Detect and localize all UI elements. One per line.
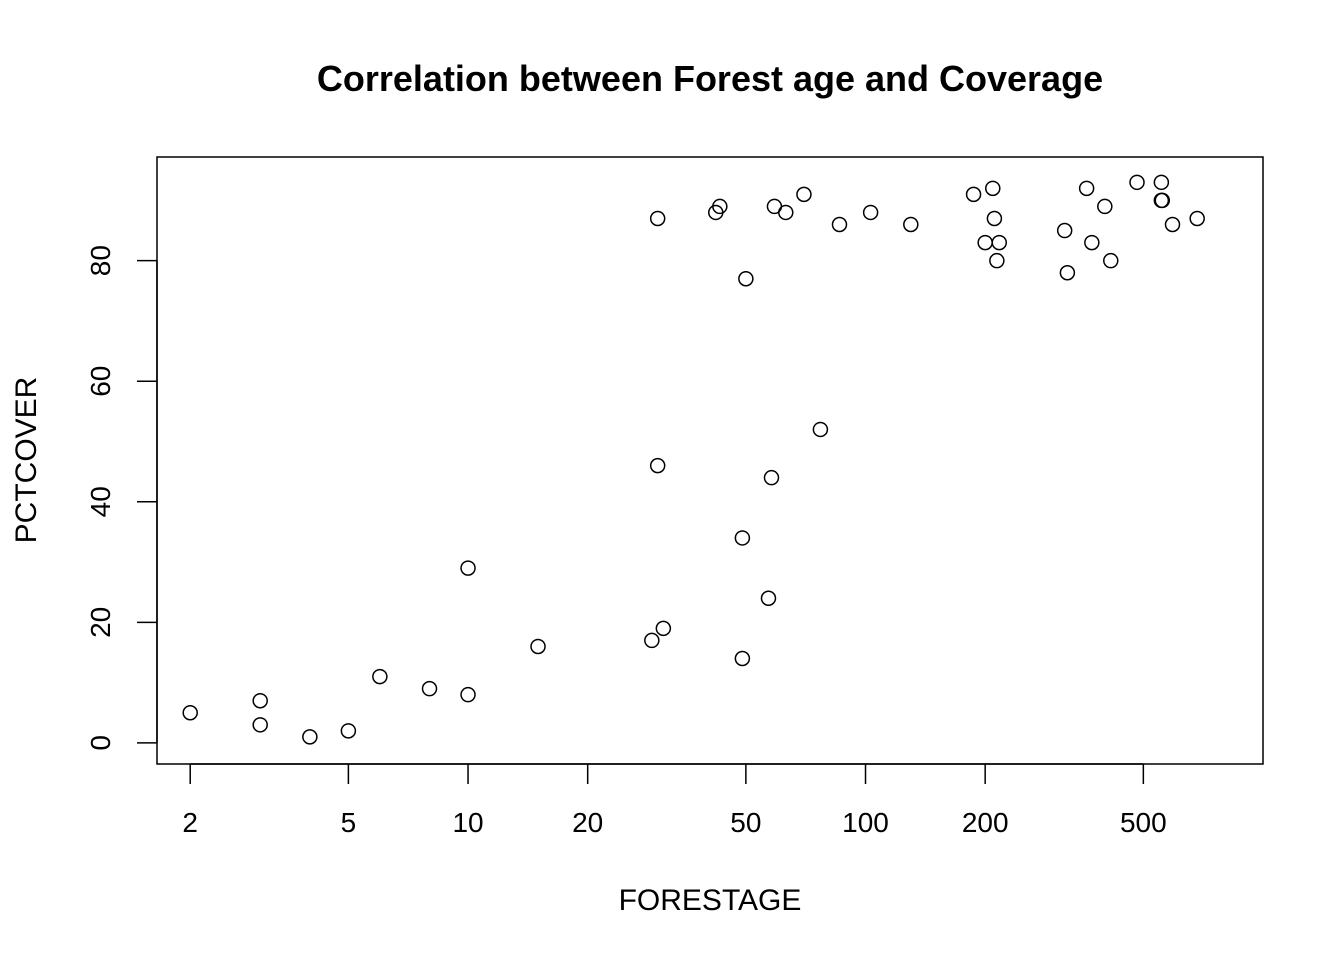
data-point [862,204,879,221]
data-point [991,234,1008,251]
data-point [831,216,848,233]
x-axis: 2 5 10 20 50 100 200 500 [182,763,1167,838]
data-point [1153,174,1170,191]
data-point [1059,264,1076,281]
y-tick-label: 20 [85,607,116,638]
data-point [812,421,829,438]
data-point [644,632,660,649]
data-point [655,620,672,637]
data-point [1103,252,1119,269]
data-point [252,692,268,709]
x-axis-title: FORESTAGE [619,884,802,917]
data-point [1154,192,1171,209]
data-point [252,717,268,733]
data-point [1189,210,1205,227]
data-point [1164,216,1181,233]
data-point [903,216,919,233]
data-point [796,186,812,203]
data-point [760,590,777,606]
data-point [1129,174,1145,191]
data-point [530,638,546,655]
data-point [1084,234,1100,251]
data-point [986,210,1003,227]
data-point [712,198,728,215]
y-tick-label: 0 [85,735,116,751]
data-point [460,686,476,703]
data-point [734,650,751,667]
data-point [1056,222,1073,239]
x-tick-label: 2 [182,807,198,838]
y-tick-label: 60 [85,366,116,397]
data-point [965,186,982,203]
data-point [985,180,1001,197]
y-axis-title: PCTCOVER [10,377,43,544]
y-tick-label: 80 [85,245,116,276]
x-tick-label: 200 [962,807,1009,838]
data-point [734,530,751,546]
data-point [302,729,318,745]
chart-title: Correlation between Forest age and Cover… [317,58,1103,99]
data-point [763,469,780,486]
x-tick-label: 5 [341,807,357,838]
data-point [778,204,794,221]
x-tick-label: 10 [452,807,483,838]
data-point [738,271,754,287]
data-point [977,234,993,251]
data-point [372,668,388,685]
data-point [340,723,357,739]
data-point [460,560,476,576]
x-tick-label: 500 [1120,807,1167,838]
data-point [649,210,666,227]
x-tick-label: 20 [572,807,603,838]
data-point [1078,180,1095,197]
data-point [421,680,438,697]
x-tick-label: 100 [842,807,889,838]
data-point [989,252,1005,269]
y-tick-label: 40 [85,486,116,517]
y-axis: 0 20 40 60 80 [85,245,158,751]
data-points [182,174,1205,745]
data-point [182,705,198,721]
data-point [1097,198,1113,215]
data-point [649,457,666,474]
x-tick-label: 50 [730,807,761,838]
